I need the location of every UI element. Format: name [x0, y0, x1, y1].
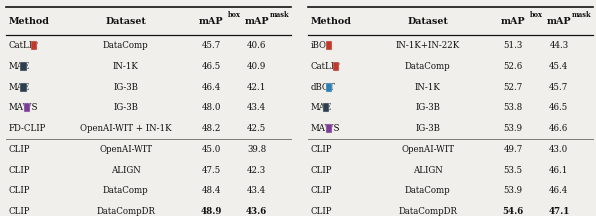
Text: MAWS: MAWS — [311, 124, 340, 133]
Text: 47.1: 47.1 — [548, 207, 570, 216]
Text: mAP: mAP — [199, 17, 224, 26]
Text: IG-3B: IG-3B — [415, 124, 440, 133]
Text: 43.4: 43.4 — [247, 186, 266, 195]
Text: 42.1: 42.1 — [247, 83, 266, 92]
Text: mAP: mAP — [501, 17, 526, 26]
Text: DataComp: DataComp — [103, 186, 148, 195]
Text: IG-3B: IG-3B — [113, 103, 138, 112]
FancyBboxPatch shape — [31, 41, 37, 50]
Text: OpenAI-WIT: OpenAI-WIT — [99, 145, 152, 154]
Text: 48.4: 48.4 — [201, 186, 221, 195]
Text: Method: Method — [9, 17, 49, 26]
Text: 51.3: 51.3 — [504, 41, 523, 50]
Text: CatLIP: CatLIP — [9, 41, 39, 50]
Text: 46.1: 46.1 — [549, 166, 569, 175]
Text: MAE: MAE — [9, 83, 30, 92]
Text: FD-CLIP: FD-CLIP — [9, 124, 46, 133]
Text: CLIP: CLIP — [9, 186, 30, 195]
Text: 43.4: 43.4 — [247, 103, 266, 112]
Text: 47.5: 47.5 — [201, 166, 221, 175]
FancyBboxPatch shape — [24, 103, 30, 112]
Text: 49.7: 49.7 — [504, 145, 523, 154]
FancyBboxPatch shape — [20, 62, 27, 71]
Text: 42.3: 42.3 — [247, 166, 266, 175]
Text: 53.9: 53.9 — [504, 186, 523, 195]
Text: CLIP: CLIP — [311, 166, 333, 175]
Text: OpenAI-WIT: OpenAI-WIT — [401, 145, 454, 154]
Text: 39.8: 39.8 — [247, 145, 266, 154]
Text: 40.6: 40.6 — [247, 41, 266, 50]
Text: mask: mask — [269, 11, 289, 19]
Text: 54.6: 54.6 — [502, 207, 524, 216]
Text: 40.9: 40.9 — [247, 62, 266, 71]
Text: DataComp: DataComp — [103, 41, 148, 50]
Text: DataComp: DataComp — [405, 186, 451, 195]
FancyBboxPatch shape — [20, 83, 27, 92]
Text: ALIGN: ALIGN — [413, 166, 443, 175]
Text: 52.7: 52.7 — [504, 83, 523, 92]
Text: IN-1K: IN-1K — [113, 62, 139, 71]
Text: 45.7: 45.7 — [549, 83, 569, 92]
Text: 45.4: 45.4 — [549, 62, 569, 71]
Text: DataCompDR: DataCompDR — [398, 207, 457, 216]
Text: IG-3B: IG-3B — [415, 103, 440, 112]
Text: mAP: mAP — [244, 17, 269, 26]
Text: 45.0: 45.0 — [201, 145, 221, 154]
Text: 46.5: 46.5 — [549, 103, 569, 112]
Text: DataComp: DataComp — [405, 62, 451, 71]
Text: 48.2: 48.2 — [201, 124, 221, 133]
Text: Dataset: Dataset — [407, 17, 448, 26]
Text: box: box — [228, 11, 240, 19]
Text: 46.4: 46.4 — [201, 83, 221, 92]
Text: 48.9: 48.9 — [200, 207, 222, 216]
Text: CLIP: CLIP — [9, 145, 30, 154]
FancyBboxPatch shape — [326, 41, 332, 50]
Text: CLIP: CLIP — [311, 186, 333, 195]
FancyBboxPatch shape — [326, 124, 332, 133]
Text: Dataset: Dataset — [105, 17, 146, 26]
Text: 46.6: 46.6 — [549, 124, 569, 133]
Text: CLIP: CLIP — [9, 207, 30, 216]
FancyBboxPatch shape — [333, 62, 339, 71]
Text: 46.5: 46.5 — [201, 62, 221, 71]
Text: IN-1K: IN-1K — [415, 83, 440, 92]
Text: mAP: mAP — [547, 17, 571, 26]
Text: CLIP: CLIP — [311, 207, 333, 216]
Text: IG-3B: IG-3B — [113, 83, 138, 92]
Text: OpenAI-WIT + IN-1K: OpenAI-WIT + IN-1K — [80, 124, 172, 133]
Text: 52.6: 52.6 — [504, 62, 523, 71]
Text: 45.7: 45.7 — [201, 41, 221, 50]
Text: MAWS: MAWS — [9, 103, 38, 112]
Text: MAE: MAE — [9, 62, 30, 71]
Text: box: box — [529, 11, 542, 19]
Text: 43.0: 43.0 — [549, 145, 569, 154]
Text: MAE: MAE — [311, 103, 332, 112]
Text: CLIP: CLIP — [311, 145, 333, 154]
FancyBboxPatch shape — [322, 103, 329, 112]
Text: CatLIP: CatLIP — [311, 62, 341, 71]
Text: ALIGN: ALIGN — [111, 166, 141, 175]
Text: 53.5: 53.5 — [504, 166, 523, 175]
Text: 43.6: 43.6 — [246, 207, 268, 216]
Text: dBOT: dBOT — [311, 83, 336, 92]
Text: 53.9: 53.9 — [504, 124, 523, 133]
FancyBboxPatch shape — [326, 83, 332, 92]
Text: 48.0: 48.0 — [201, 103, 221, 112]
Text: Method: Method — [311, 17, 352, 26]
Text: iBOT: iBOT — [311, 41, 333, 50]
Text: DataCompDR: DataCompDR — [96, 207, 155, 216]
Text: 53.8: 53.8 — [504, 103, 523, 112]
Text: 46.4: 46.4 — [549, 186, 569, 195]
Text: 44.3: 44.3 — [550, 41, 569, 50]
Text: mask: mask — [572, 11, 591, 19]
Text: IN-1K+IN-22K: IN-1K+IN-22K — [396, 41, 460, 50]
Text: 42.5: 42.5 — [247, 124, 266, 133]
Text: CLIP: CLIP — [9, 166, 30, 175]
